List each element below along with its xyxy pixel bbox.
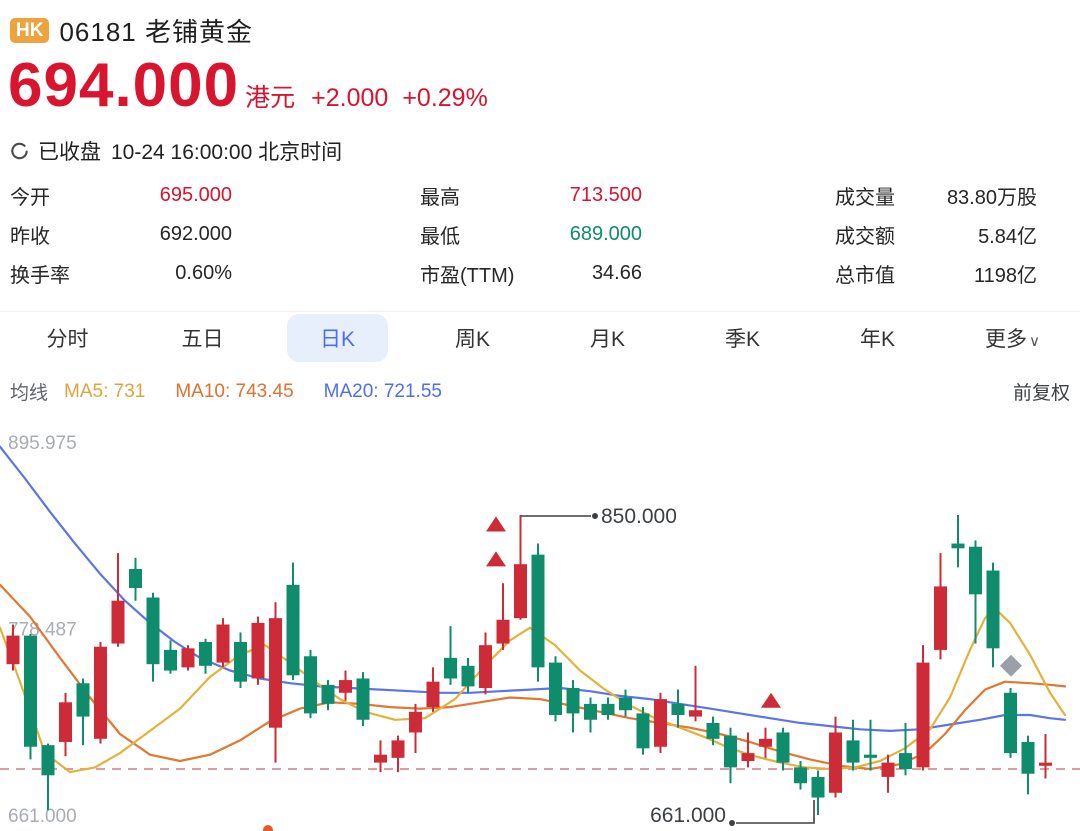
price-change: +2.000 [311, 84, 389, 112]
ma5-line [0, 607, 1067, 774]
price-annotation: 850.000 [521, 505, 677, 528]
tab-daily-k[interactable]: 日K [270, 313, 405, 362]
ma-legend-title: 均线 [10, 383, 49, 404]
tab-quarterly-k[interactable]: 季K [724, 327, 760, 351]
stat-label: 市盈(TTM) [420, 265, 515, 287]
svg-text:778.487: 778.487 [8, 620, 77, 641]
market-status-row: 已收盘 10-24 16:00:00 北京时间 [10, 136, 342, 166]
stats-col-2: 最高 713.500 最低 689.000 市盈(TTM) 34.66 [420, 176, 642, 293]
y-axis-labels: 895.975 778.487 661.000 [8, 433, 77, 827]
kline-chart[interactable]: 895.975 778.487 661.000 850.000 661.000 [0, 420, 1080, 831]
price-row: 694.000 港元 +2.000 +0.29% [8, 51, 488, 120]
stat-label: 最低 [420, 226, 460, 248]
stat-market-cap: 总市值 1198亿 [835, 254, 1037, 293]
tab-weekly-k[interactable]: 周K [454, 327, 490, 351]
stat-label: 总市值 [835, 265, 895, 287]
stat-value: 695.000 [159, 184, 232, 206]
tab-monthly-k[interactable]: 月K [589, 327, 625, 351]
stats-col-1: 今开 695.000 昨收 692.000 换手率 0.60% [10, 176, 232, 293]
svg-text:661.000: 661.000 [650, 804, 726, 827]
quote-datetime: 10-24 16:00:00 北京时间 [111, 141, 343, 164]
currency-label: 港元 [245, 84, 296, 112]
stat-high: 最高 713.500 [420, 176, 642, 215]
stat-label: 换手率 [10, 265, 70, 287]
stat-value: 83.80万股 [946, 187, 1037, 209]
chart-area: 895.975 778.487 661.000 850.000 661.000 [0, 420, 1080, 831]
stat-low: 最低 689.000 [420, 215, 642, 254]
period-tabs: 分时 五日 日K 周K 月K 季K 年K 更多 ∨ [0, 311, 1080, 363]
svg-text:895.975: 895.975 [8, 433, 77, 454]
tab-yearly-k[interactable]: 年K [859, 327, 895, 351]
svg-text:661.000: 661.000 [8, 806, 77, 827]
stat-amount: 成交额 5.84亿 [835, 215, 1037, 254]
price-change-percent: +0.29% [402, 84, 488, 112]
chevron-down-icon: ∨ [1029, 332, 1040, 350]
stock-header: HK 06181 老铺黄金 [10, 12, 253, 49]
stat-open: 今开 695.000 [10, 176, 232, 215]
stat-label: 昨收 [10, 226, 50, 248]
stat-value: 692.000 [159, 223, 232, 245]
stat-label: 成交量 [835, 187, 895, 209]
candles [6, 514, 1052, 815]
triangle-up-marker [761, 692, 781, 708]
triangle-up-marker [486, 551, 506, 567]
stat-value: 0.60% [175, 262, 232, 284]
refresh-icon[interactable] [10, 142, 29, 161]
tab-minute[interactable]: 分时 [46, 327, 89, 351]
svg-text:850.000: 850.000 [601, 505, 677, 528]
stat-label: 成交额 [835, 226, 895, 248]
tab-more[interactable]: 更多 ∨ [985, 327, 1040, 351]
forward-adjusted-toggle[interactable]: 前复权 [1012, 383, 1070, 404]
triangle-up-marker [486, 516, 506, 532]
market-status: 已收盘 [38, 141, 101, 164]
stat-value: 689.000 [569, 223, 642, 245]
price-annotation: 661.000 [650, 800, 815, 827]
partial-logo-dot [263, 825, 273, 831]
ma10-legend: MA10: 743.45 [175, 380, 294, 402]
stat-value: 34.66 [591, 262, 642, 284]
stat-prev-close: 昨收 692.000 [10, 215, 232, 254]
stock-title: 06181 老铺黄金 [59, 17, 253, 47]
ma5-legend: MA5: 731 [64, 380, 146, 402]
stats-col-3: 成交量 83.80万股 成交额 5.84亿 总市值 1198亿 [835, 176, 1037, 293]
ma20-legend: MA20: 721.55 [323, 380, 442, 402]
stat-volume: 成交量 83.80万股 [835, 176, 1037, 215]
stat-label: 最高 [420, 187, 460, 209]
diamond-marker [1000, 654, 1022, 677]
stat-value: 713.500 [569, 184, 642, 206]
stat-pe-ttm: 市盈(TTM) 34.66 [420, 254, 642, 293]
stat-turnover-rate: 换手率 0.60% [10, 254, 232, 293]
market-badge: HK [10, 18, 50, 43]
ma-legend: 均线 MA5: 731 MA10: 743.45 MA20: 721.55 前复… [10, 378, 1070, 405]
current-price: 694.000 [8, 51, 240, 120]
stat-value: 5.84亿 [978, 226, 1037, 248]
tab-five-day[interactable]: 五日 [181, 327, 224, 351]
signal-markers [486, 516, 1022, 708]
stat-value: 1198亿 [973, 265, 1037, 287]
stat-label: 今开 [10, 187, 50, 209]
stats-grid: 今开 695.000 昨收 692.000 换手率 0.60% 最高 713.5… [0, 176, 1080, 294]
